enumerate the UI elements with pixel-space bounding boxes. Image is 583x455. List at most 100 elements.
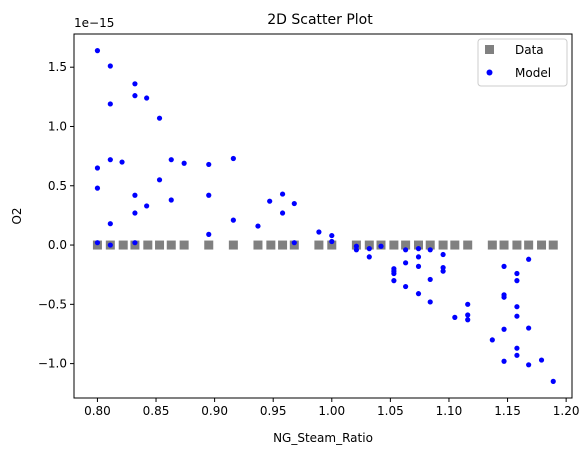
model-point [427,276,433,283]
model-point [168,157,174,163]
model-point [514,278,520,284]
model-point [279,191,286,197]
x-tick-label: 1.00 [318,404,345,418]
y-tick-label: 1.5 [48,60,67,74]
model-point [526,362,532,368]
model-point [427,247,433,253]
data-point [487,240,497,250]
model-point [465,317,471,323]
model-point [206,161,212,168]
model-point [501,263,507,269]
model-point [94,185,101,191]
legend-marker-data [485,45,494,54]
model-point [391,278,397,284]
model-point [501,326,507,332]
data-point [327,240,337,250]
y-tick-label: 1.0 [48,119,67,133]
model-point [514,270,520,277]
model-point [465,312,471,318]
model-point [206,231,212,237]
data-point [155,240,165,250]
model-point [353,243,359,249]
model-point [94,47,101,54]
model-point [415,254,422,260]
legend: Data Model [477,38,568,87]
data-point [548,240,558,250]
legend-label-data: Data [515,43,544,57]
model-point [403,260,409,266]
data-point [166,240,176,250]
model-point [119,159,125,165]
x-tick-label: 0.80 [84,404,111,418]
model-point [514,304,520,310]
model-point [107,221,113,227]
model-point [291,240,297,246]
model-point [156,115,163,121]
model-point [403,247,409,253]
data-point [204,240,214,250]
model-point [514,313,520,319]
data-point [512,240,522,250]
axes-frame [73,33,573,399]
model-point [132,93,138,99]
data-point [524,240,534,250]
x-tick-label: 0.90 [201,404,228,418]
x-tick-label: 0.85 [143,404,170,418]
model-point [501,358,507,364]
model-point [107,101,113,107]
model-point [316,229,322,235]
data-point [450,240,460,250]
data-point [389,240,399,250]
model-point [415,246,422,252]
model-point [489,337,495,343]
model-point [440,264,446,271]
model-point [107,157,113,163]
model-point [329,232,335,239]
model-point [427,299,433,305]
data-point [179,240,189,250]
model-point [538,357,545,363]
model-point [526,325,532,331]
model-point [329,238,335,245]
model-point [181,160,187,166]
model-point [156,177,163,183]
y-tick-label: −0.5 [38,297,67,311]
x-tick-label: 0.95 [260,404,287,418]
x-axis-label: NG_Steam_Ratio [273,431,373,445]
model-point [107,63,113,69]
model-point [440,268,446,274]
model-point [514,345,520,351]
model-point [465,301,471,307]
x-tick-label: 1.05 [377,404,404,418]
model-point [132,81,138,87]
x-tick-label: 1.20 [553,404,580,418]
series-data [92,240,558,250]
model-point [415,263,422,269]
data-point [364,240,374,250]
model-point [94,165,101,171]
model-point [94,240,101,246]
data-point [413,240,423,250]
legend-marker-model [486,69,493,76]
model-point [132,192,138,198]
series-model [94,47,556,385]
model-point [206,192,212,198]
y-tick-label: 0.0 [48,238,67,252]
model-point [526,256,532,262]
model-point [366,246,372,252]
data-point [266,240,276,250]
model-point [403,283,409,290]
model-point [440,251,446,258]
model-point [230,217,236,223]
model-point [291,200,297,207]
y-axis: −1.0 −0.5 0.0 0.5 1.0 1.5 [38,60,74,371]
model-point [255,223,261,229]
legend-box [477,38,568,87]
model-point [415,291,422,297]
y-axis-offset-text: 1e−15 [74,16,114,30]
data-point [118,240,128,250]
model-point [391,270,397,277]
data-point [438,240,448,250]
data-point [314,240,324,250]
